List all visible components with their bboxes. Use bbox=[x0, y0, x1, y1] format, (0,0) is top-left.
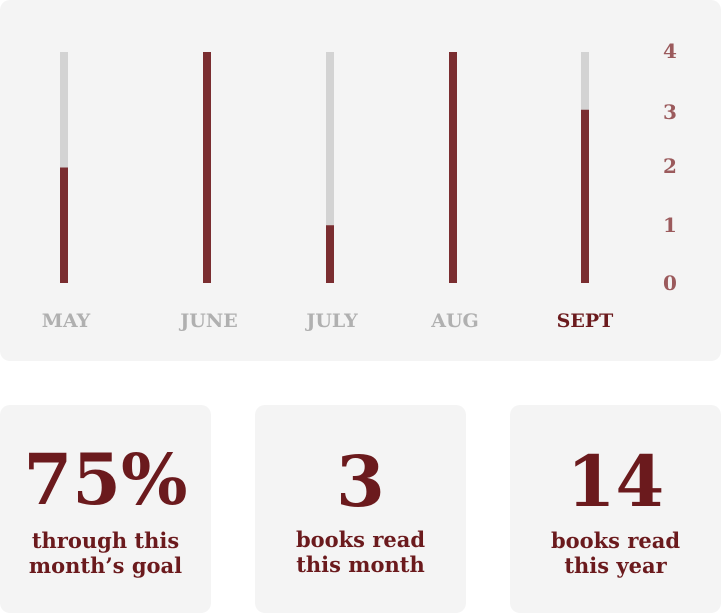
category-label: SEPT bbox=[557, 310, 614, 332]
caption-line: books read bbox=[295, 527, 426, 552]
goal-progress-card: 75% through this month’s goal bbox=[0, 405, 211, 613]
books-this-year-caption: books read this year bbox=[510, 528, 721, 578]
category-label: JULY bbox=[304, 310, 358, 332]
books-this-month-caption: books read this month bbox=[255, 527, 466, 577]
bar-aug bbox=[449, 52, 457, 283]
category-label: MAY bbox=[42, 310, 91, 332]
category-label: JUNE bbox=[178, 310, 237, 332]
bar-june bbox=[203, 52, 211, 283]
caption-line: this month bbox=[296, 552, 425, 577]
chart-canvas: MAY JUNE JULY AUG SEPT 0 1 2 3 4 bbox=[42, 39, 677, 332]
caption-line: this year bbox=[564, 553, 667, 578]
bar-may bbox=[60, 167, 68, 283]
books-this-month-card: 3 books read this month bbox=[255, 405, 466, 613]
caption-line: books read bbox=[550, 528, 681, 553]
category-label: AUG bbox=[430, 310, 479, 332]
y-tick-label: 4 bbox=[663, 39, 677, 63]
monthly-books-chart: MAY JUNE JULY AUG SEPT 0 1 2 3 4 bbox=[0, 0, 721, 361]
bar-sept bbox=[581, 109, 589, 283]
books-this-month-value: 3 bbox=[336, 440, 385, 523]
caption-line: month’s goal bbox=[28, 553, 183, 578]
y-tick-label: 2 bbox=[663, 154, 677, 178]
goal-progress-value: 75% bbox=[23, 438, 188, 521]
bar-track bbox=[326, 52, 334, 283]
y-tick-label: 3 bbox=[663, 100, 677, 124]
y-tick-label: 1 bbox=[663, 213, 677, 237]
books-this-year-value: 14 bbox=[566, 440, 665, 523]
bar-july bbox=[326, 225, 334, 283]
caption-line: through this bbox=[31, 528, 180, 553]
goal-progress-caption: through this month’s goal bbox=[0, 528, 211, 578]
books-this-year-card: 14 books read this year bbox=[510, 405, 721, 613]
y-tick-label: 0 bbox=[663, 271, 677, 295]
